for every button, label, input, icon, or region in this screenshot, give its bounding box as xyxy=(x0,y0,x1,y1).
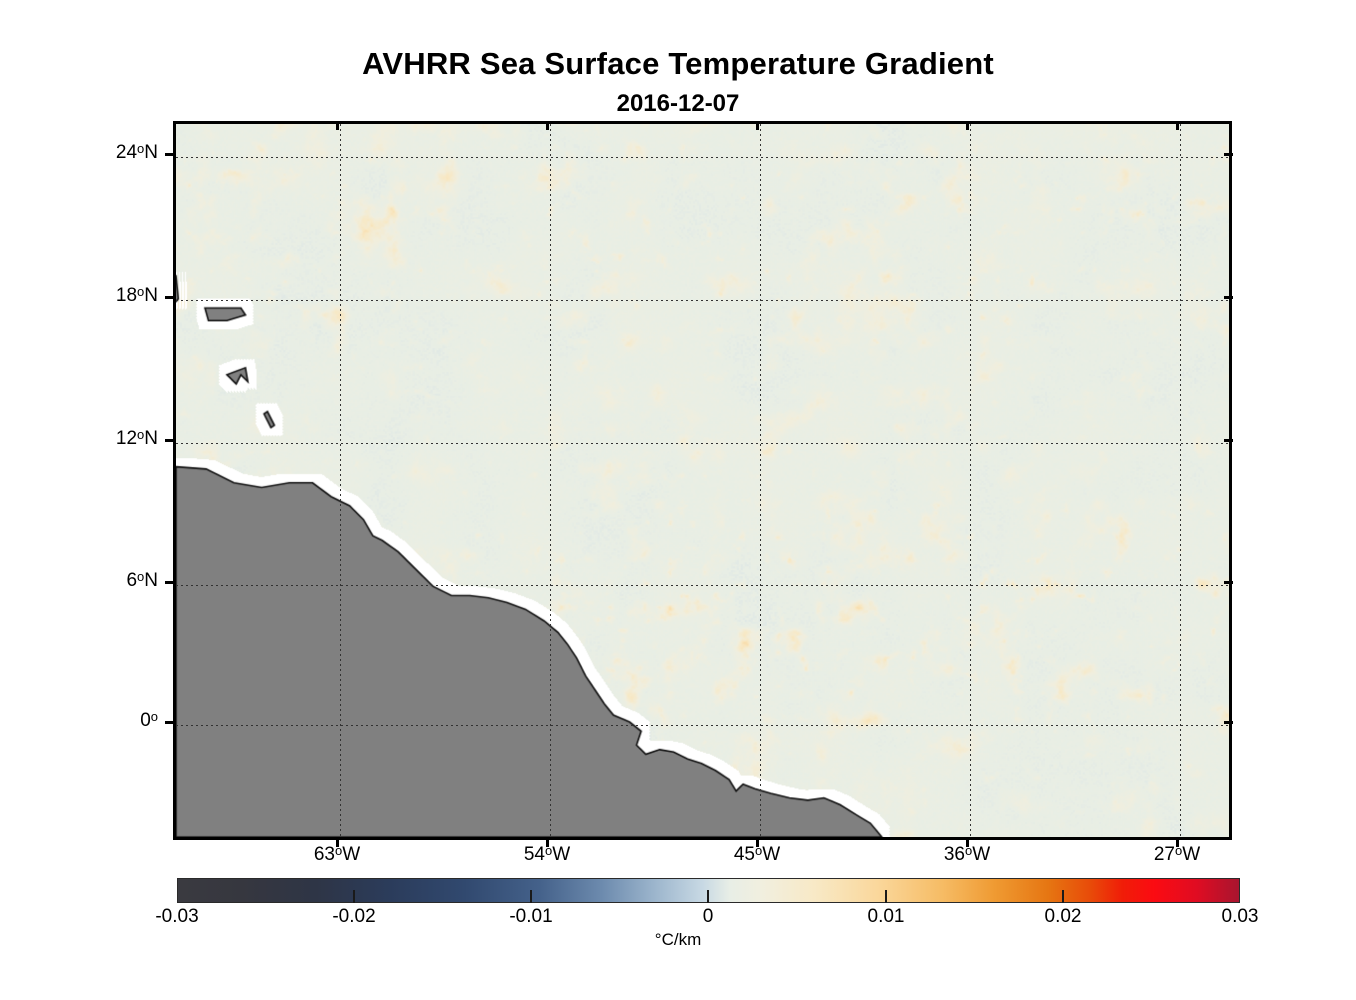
colorbar-unit-label: °C/km xyxy=(654,930,702,949)
x-tick-label: 63oW xyxy=(313,843,361,865)
y-tick-label: 12oN xyxy=(115,427,158,449)
page-title: AVHRR Sea Surface Temperature Gradient xyxy=(362,46,994,81)
colorbar-tick-label: 0.03 xyxy=(1221,906,1259,927)
colorbar-tick-label: 0 xyxy=(702,906,714,927)
y-tick-right xyxy=(1224,581,1233,584)
x-tick-label: 27oW xyxy=(1153,843,1201,865)
x-tick xyxy=(336,838,339,847)
map-axes xyxy=(173,121,1232,840)
colorbar-tick xyxy=(353,890,355,903)
x-tick xyxy=(756,838,759,847)
x-tick xyxy=(1176,838,1179,847)
y-tick-label: 6oN xyxy=(126,569,158,591)
sst-gradient-heatmap xyxy=(176,124,1229,837)
x-tick xyxy=(966,838,969,847)
y-tick-right xyxy=(1224,439,1233,442)
figure-subtitle: 2016-12-07 xyxy=(616,90,740,117)
colorbar-tick xyxy=(530,890,532,903)
colorbar-tick xyxy=(885,890,887,903)
colorbar-tick-label: -0.03 xyxy=(155,906,199,927)
y-tick xyxy=(165,581,174,584)
x-tick-top xyxy=(966,121,969,130)
y-tick xyxy=(165,296,174,299)
x-tick-top xyxy=(546,121,549,130)
x-tick-top xyxy=(1176,121,1179,130)
x-tick xyxy=(546,838,549,847)
y-tick-label: 24oN xyxy=(115,141,158,163)
x-tick-label: 36oW xyxy=(943,843,991,865)
y-tick-right xyxy=(1224,153,1233,156)
x-tick-top xyxy=(336,121,339,130)
colorbar-tick xyxy=(1062,890,1064,903)
y-tick xyxy=(165,721,174,724)
x-tick-label: 45oW xyxy=(733,843,781,865)
y-tick-label: 18oN xyxy=(115,284,158,306)
colorbar-tick-label: -0.01 xyxy=(509,906,553,927)
y-tick xyxy=(165,439,174,442)
colorbar-tick-label: 0.01 xyxy=(867,906,905,927)
y-tick xyxy=(165,153,174,156)
y-tick-label: 0o xyxy=(140,709,158,731)
x-tick-top xyxy=(756,121,759,130)
y-tick-right xyxy=(1224,721,1233,724)
colorbar-tick xyxy=(707,890,709,903)
x-tick-label: 54oW xyxy=(523,843,571,865)
colorbar-tick-label: 0.02 xyxy=(1044,906,1082,927)
y-tick-right xyxy=(1224,296,1233,299)
colorbar-tick-label: -0.02 xyxy=(332,906,376,927)
